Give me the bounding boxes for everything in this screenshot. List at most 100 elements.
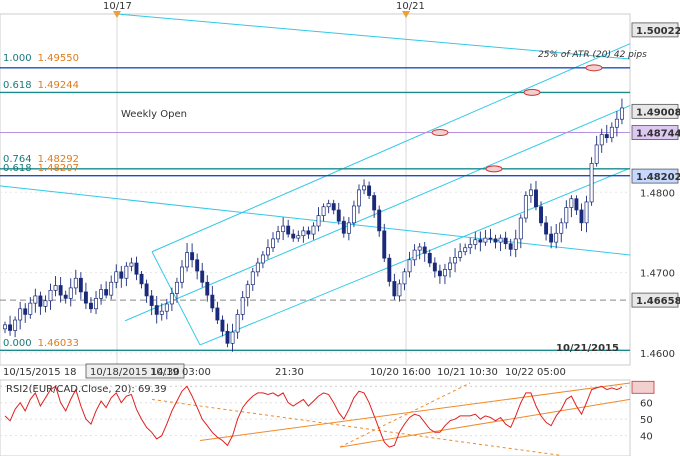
candle-body bbox=[174, 281, 179, 294]
candle-body bbox=[78, 277, 83, 293]
candle-body bbox=[38, 295, 43, 307]
candle-body bbox=[564, 207, 569, 224]
fib-label: 0.000 1.46033 bbox=[3, 338, 79, 349]
candle-body bbox=[589, 163, 594, 203]
candle-body bbox=[331, 203, 336, 211]
trendline bbox=[151, 43, 631, 253]
candle-body bbox=[83, 291, 88, 304]
marker-1017-label: 10/17 bbox=[103, 1, 132, 12]
candle-body bbox=[119, 271, 124, 279]
time-tick-label: 10/19 03:00 bbox=[150, 367, 211, 378]
rsi-trendlines bbox=[151, 382, 631, 456]
candle-body bbox=[508, 243, 513, 250]
candle-body bbox=[68, 287, 73, 299]
weekly-open-label: Weekly Open bbox=[121, 109, 187, 120]
marker-1021-label: 10/21 bbox=[396, 1, 425, 12]
candle-body bbox=[149, 295, 154, 306]
candle-body bbox=[549, 233, 554, 243]
candle-body bbox=[458, 251, 463, 258]
marker-1021-icon bbox=[402, 11, 410, 18]
candle-body bbox=[220, 319, 225, 332]
fibonacci-labels: 1.000 1.49550 0.618 1.49244 0.764 1.482920.61… bbox=[3, 53, 79, 349]
candle-body bbox=[518, 217, 523, 240]
price-badge-label: 1.50022 bbox=[636, 26, 680, 37]
price-badges: 1.50022 1.49008 1.48744 1.48202 1.46658 bbox=[631, 22, 680, 308]
candle-body bbox=[402, 271, 407, 285]
candle-body bbox=[255, 262, 260, 273]
fib-label: 1.000 1.49550 bbox=[3, 53, 79, 64]
top-markers: 10/17 10/21 bbox=[103, 1, 425, 18]
price-badge-label: 1.46658 bbox=[636, 296, 680, 307]
candle-body bbox=[367, 185, 372, 196]
price-badge bbox=[631, 22, 679, 38]
candle-body bbox=[215, 307, 220, 321]
time-tick-label: 10/22 05:00 bbox=[505, 367, 566, 378]
candle-body bbox=[448, 262, 452, 270]
price-panel bbox=[0, 13, 631, 366]
price-badge-label: 1.49008 bbox=[636, 107, 680, 118]
candle-body bbox=[387, 257, 392, 282]
candle-body bbox=[422, 246, 427, 254]
candle-body bbox=[619, 107, 624, 120]
candle-body bbox=[159, 310, 164, 315]
intersection-marker bbox=[431, 129, 449, 137]
price-tick-label: 1.4800 bbox=[640, 188, 675, 199]
candle-body bbox=[73, 277, 78, 289]
rsi-tick-label: 60 bbox=[640, 399, 653, 410]
candle-body bbox=[286, 225, 291, 235]
time-cursor-badge bbox=[85, 363, 185, 379]
fib-label: 0.618 1.48207 bbox=[3, 163, 79, 174]
candle-body bbox=[63, 294, 68, 299]
candle-body bbox=[336, 209, 341, 222]
intersection-marker bbox=[523, 88, 541, 96]
candle-body bbox=[154, 305, 159, 315]
candle-body bbox=[412, 249, 417, 261]
candle-body bbox=[129, 262, 134, 267]
candle-body bbox=[250, 271, 255, 286]
candle-body bbox=[185, 252, 189, 268]
rsi-trendline bbox=[151, 398, 561, 456]
rsi-label: RSI2(EUR/CAD.Close, 20): 69.39 bbox=[6, 384, 167, 395]
intersection-marker bbox=[485, 165, 503, 173]
candle-body bbox=[432, 262, 437, 272]
candle-body bbox=[321, 206, 326, 216]
candle-body bbox=[523, 195, 528, 219]
fib-label: 0.618 1.49244 bbox=[3, 80, 79, 91]
candle-body bbox=[99, 289, 104, 299]
candle-body bbox=[94, 297, 98, 310]
rsi-trendline bbox=[199, 382, 631, 441]
price-badge bbox=[631, 292, 679, 308]
candle-body bbox=[134, 262, 139, 275]
candle-body bbox=[230, 331, 235, 344]
candle-body bbox=[584, 201, 589, 224]
candle-body bbox=[427, 253, 432, 264]
candle-body bbox=[114, 271, 119, 283]
candle-body bbox=[296, 235, 301, 239]
rsi-value-badge bbox=[631, 380, 655, 394]
intersection-marker bbox=[585, 64, 603, 72]
candle-body bbox=[468, 244, 473, 249]
trendline bbox=[0, 185, 631, 256]
candle-body bbox=[306, 230, 311, 235]
candle-body bbox=[281, 225, 286, 233]
candle-body bbox=[3, 324, 7, 330]
candle-body bbox=[351, 205, 356, 224]
candle-body bbox=[139, 273, 144, 285]
candle-body bbox=[443, 269, 447, 277]
rsi-trendline bbox=[339, 382, 471, 448]
candle-body bbox=[200, 270, 205, 283]
rsi-grid bbox=[0, 385, 630, 437]
candle-body bbox=[574, 198, 579, 211]
atr-note: 25% of ATR (20) 42 pips bbox=[538, 50, 647, 60]
candle-body bbox=[609, 126, 614, 139]
candle-body bbox=[124, 265, 129, 279]
candle-body bbox=[245, 284, 250, 298]
rsi-tick-label: 40 bbox=[640, 432, 653, 443]
candle-body bbox=[594, 144, 599, 164]
candle-body bbox=[534, 189, 538, 208]
candle-body bbox=[503, 237, 508, 245]
trendline bbox=[116, 13, 631, 60]
candle-body bbox=[104, 289, 109, 296]
candle-body bbox=[362, 185, 366, 191]
candle-body bbox=[18, 308, 23, 321]
